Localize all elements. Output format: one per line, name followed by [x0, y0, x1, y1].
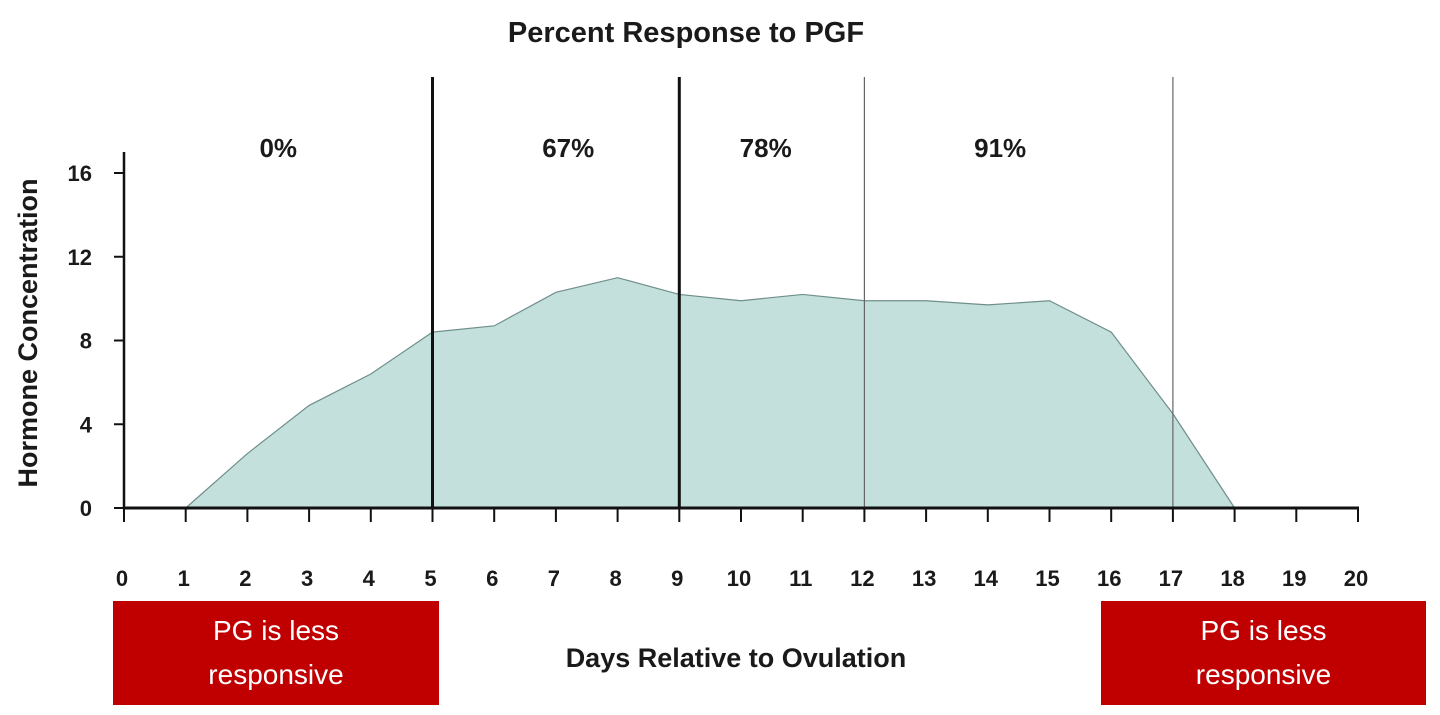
- x-tick-label-4: 4: [363, 566, 376, 591]
- x-axis-label: Days Relative to Ovulation: [566, 643, 907, 673]
- x-tick-label-16: 16: [1097, 566, 1121, 591]
- note-left-line2: responsive: [208, 659, 344, 690]
- x-tick-label-17: 17: [1159, 566, 1183, 591]
- x-tick-label-10: 10: [727, 566, 751, 591]
- region-label: 91%: [974, 133, 1026, 163]
- region-label: 67%: [542, 133, 594, 163]
- y-tick-label-4: 4: [80, 412, 93, 437]
- x-tick-label-7: 7: [548, 566, 560, 591]
- x-tick-label-6: 6: [486, 566, 498, 591]
- y-tick-label-12: 12: [68, 245, 92, 270]
- x-tick-label-19: 19: [1282, 566, 1306, 591]
- x-tick-label-1: 1: [178, 566, 190, 591]
- y-axis-label: Hormone Concentration: [13, 178, 43, 487]
- hormone-line: [185, 277, 1236, 509]
- y-tick-label-8: 8: [80, 329, 92, 354]
- x-tick-label-3: 3: [301, 566, 313, 591]
- chart-title: Percent Response to PGF: [508, 17, 864, 49]
- y-tick-label-16: 16: [68, 161, 92, 186]
- x-tick-label-14: 14: [974, 566, 999, 591]
- x-tick-label-13: 13: [912, 566, 936, 591]
- x-tick-label-11: 11: [789, 566, 812, 591]
- note-right-line1: PG is less: [1200, 615, 1327, 646]
- x-tick-label-15: 15: [1035, 566, 1059, 591]
- x-tick-label-5: 5: [424, 566, 436, 591]
- region-label: 0%: [259, 133, 297, 163]
- note-left: PG is less responsive: [113, 601, 439, 705]
- x-tick-label-12: 12: [850, 566, 874, 591]
- x-tick-label-18: 18: [1220, 566, 1244, 591]
- x-tick-label-8: 8: [609, 566, 621, 591]
- y-tick-label-0: 0: [80, 496, 92, 521]
- note-right: PG is less responsive: [1101, 601, 1426, 705]
- x-tick-label-0: 0: [116, 566, 128, 591]
- note-right-line2: responsive: [1195, 659, 1332, 690]
- region-label: 78%: [740, 133, 792, 163]
- area-layer: [185, 277, 1236, 509]
- x-tick-label-9: 9: [671, 566, 683, 591]
- x-tick-label-2: 2: [239, 566, 251, 591]
- x-tick-label-20: 20: [1344, 566, 1368, 591]
- note-left-line1: PG is less: [212, 615, 340, 646]
- hormone-area: [185, 277, 1235, 508]
- divider-layer: [431, 77, 1174, 508]
- label-layer: 0% 67% 78% 91%: [259, 133, 1026, 163]
